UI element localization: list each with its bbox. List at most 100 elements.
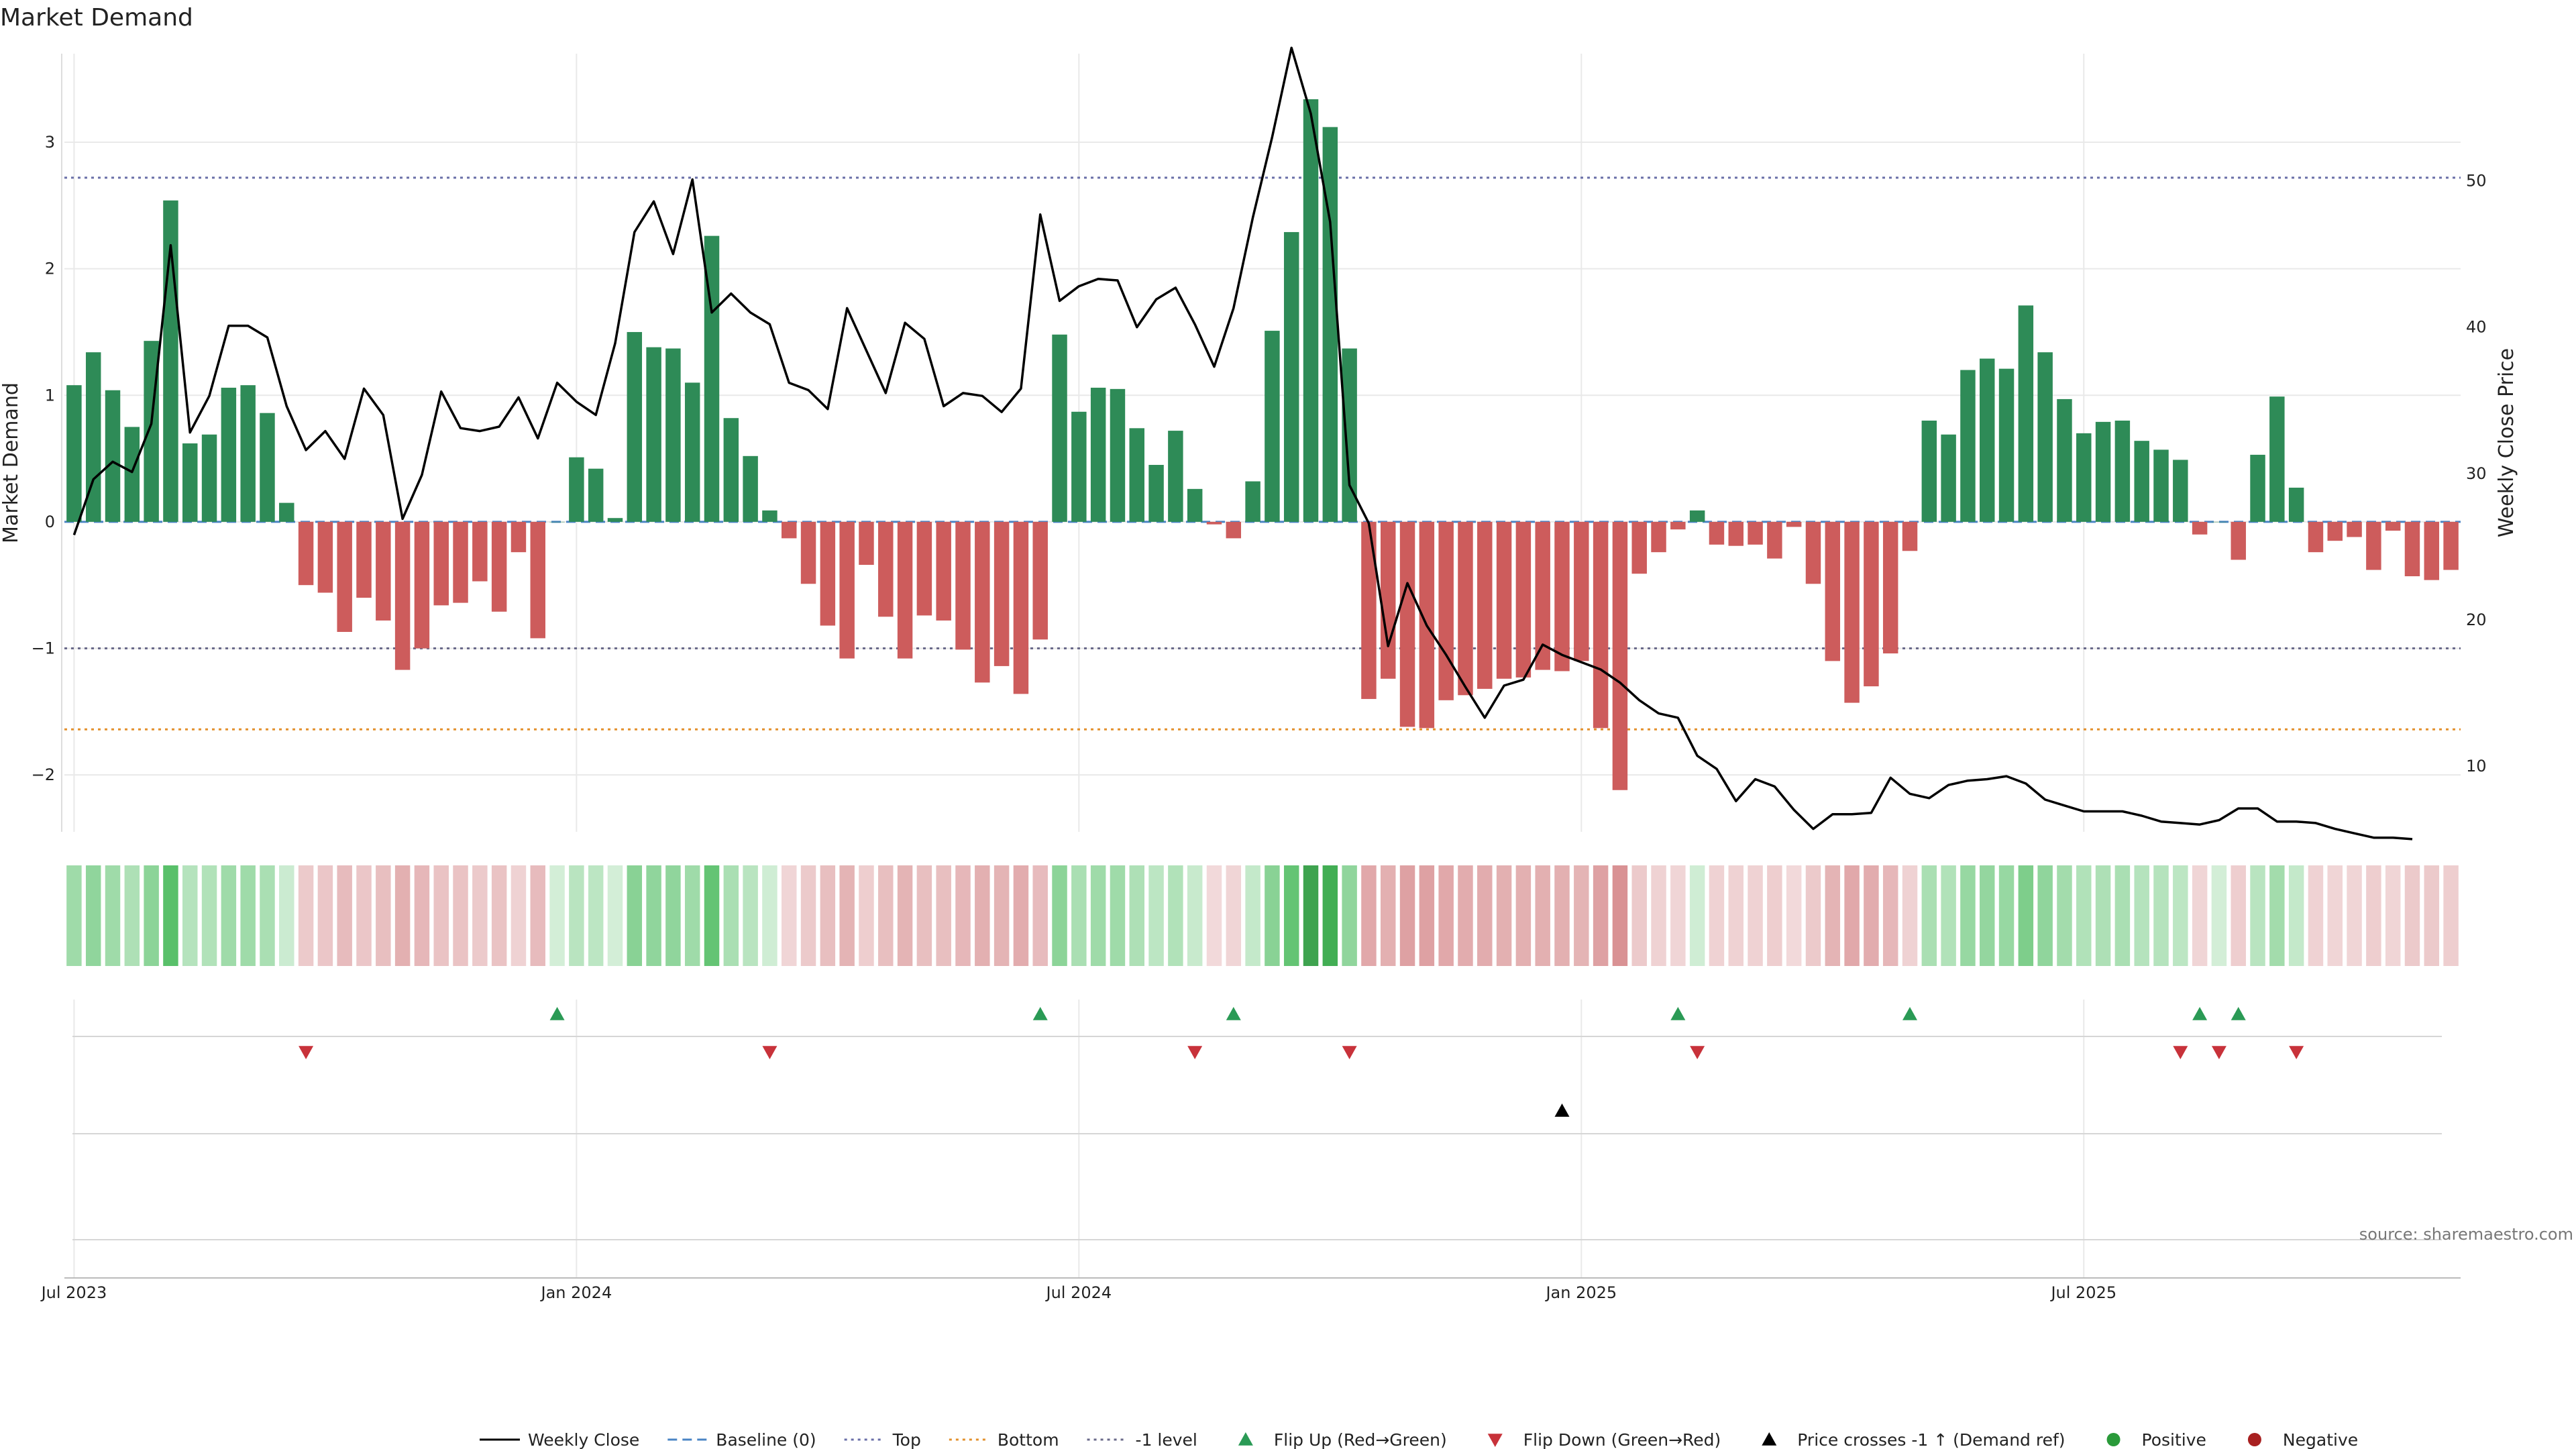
demand-bar	[2250, 454, 2265, 522]
flip-up-marker	[2231, 1007, 2246, 1020]
heat-cell	[588, 865, 604, 966]
heat-cell	[1148, 865, 1164, 966]
heat-cell	[1941, 865, 1956, 966]
heat-cell	[627, 865, 643, 966]
heat-cell	[723, 865, 739, 966]
demand-bar	[85, 352, 101, 522]
demand-bar	[1612, 521, 1628, 790]
heat-cell	[337, 865, 352, 966]
demand-bar	[1767, 521, 1782, 559]
legend-item: Positive	[2106, 1430, 2206, 1449]
heat-cell	[163, 865, 178, 966]
demand-bar	[897, 521, 913, 659]
demand-bar	[1535, 521, 1550, 670]
heat-cell	[2366, 865, 2381, 966]
demand-bar	[607, 518, 623, 522]
heat-cell	[1786, 865, 1802, 966]
heat-cell	[1168, 865, 1183, 966]
demand-bar	[916, 521, 932, 616]
demand-bar	[569, 457, 584, 522]
heat-cell	[1458, 865, 1473, 966]
demand-bar	[1187, 488, 1203, 522]
heat-cell	[1709, 865, 1725, 966]
demand-bar	[1786, 521, 1802, 527]
heat-cell	[800, 865, 816, 966]
x-tick-label: Jul 2024	[1045, 1283, 1112, 1302]
demand-bar	[1032, 521, 1048, 640]
demand-bar	[665, 348, 681, 522]
heat-cell	[2231, 865, 2246, 966]
heat-cell	[1110, 865, 1126, 966]
heat-cell	[2385, 865, 2401, 966]
demand-bar	[1728, 521, 1743, 546]
demand-bar	[1071, 411, 1087, 522]
legend-label: Top	[892, 1430, 921, 1449]
demand-bar	[1844, 521, 1860, 703]
heat-cell	[2037, 865, 2053, 966]
demand-bar	[414, 521, 430, 649]
demand-bar	[511, 521, 527, 553]
flip-down-marker	[2173, 1046, 2188, 1059]
flip-down-marker	[2211, 1046, 2226, 1059]
legend-label: Negative	[2283, 1430, 2358, 1449]
y-ticks: −2 −1 0 1 2 3	[32, 133, 55, 784]
heat-cell	[569, 865, 584, 966]
heat-cell	[684, 865, 700, 966]
demand-bar	[1960, 370, 1976, 522]
demand-bar	[1902, 521, 1918, 551]
legend-label: Flip Down (Green→Red)	[1523, 1430, 1721, 1449]
flip-up-marker	[2192, 1007, 2208, 1020]
legend-label: Baseline (0)	[716, 1430, 816, 1449]
heat-cell	[936, 865, 951, 966]
demand-bar	[2288, 487, 2304, 522]
heat-cell	[1767, 865, 1782, 966]
heat-cell	[2327, 865, 2343, 966]
heat-cell	[820, 865, 836, 966]
demand-bar	[491, 521, 507, 612]
legend-item: Weekly Close	[480, 1430, 639, 1449]
y2-tick-label: 20	[2466, 610, 2487, 629]
demand-bars	[66, 99, 2459, 790]
heat-cell	[2347, 865, 2362, 966]
demand-bar	[298, 521, 314, 586]
legend: Weekly Close Baseline (0) Top Bottom -1 leve…	[480, 1430, 2358, 1449]
demand-bar	[782, 521, 797, 539]
y-tick-label: 0	[45, 513, 55, 531]
heat-cell	[240, 865, 256, 966]
heat-cell	[376, 865, 391, 966]
demand-bar	[2366, 521, 2381, 570]
demand-bar	[975, 521, 990, 683]
demand-bar	[201, 434, 217, 522]
heat-cell	[1477, 865, 1493, 966]
demand-bar	[2095, 421, 2111, 522]
x-ticks: Jul 2023 Jan 2024 Jul 2024 Jan 2025 Jul 2025	[40, 1277, 2461, 1302]
demand-bar	[1110, 388, 1126, 522]
heat-cell	[530, 865, 545, 966]
demand-bar	[1265, 331, 1280, 522]
y-axis-label: Market Demand	[0, 382, 23, 543]
flip-down-marker	[1342, 1046, 1357, 1059]
demand-bar	[1245, 481, 1260, 522]
heat-cell	[1013, 865, 1029, 966]
heat-cell	[2134, 865, 2149, 966]
heat-cell	[433, 865, 449, 966]
heat-cell	[1245, 865, 1260, 966]
heat-cell	[356, 865, 372, 966]
flip-up-marker	[549, 1007, 565, 1020]
chart-title: Market Demand	[0, 4, 193, 32]
y2-tick-label: 50	[2466, 172, 2487, 191]
heat-cell	[1805, 865, 1821, 966]
heat-cell	[2250, 865, 2265, 966]
heat-cell	[1612, 865, 1628, 966]
heat-cell	[1960, 865, 1976, 966]
heat-cell	[1399, 865, 1415, 966]
heat-cell	[1844, 865, 1860, 966]
demand-bar	[1381, 521, 1396, 679]
demand-bar	[2018, 305, 2034, 522]
heat-cell	[1689, 865, 1705, 966]
heat-cell	[916, 865, 932, 966]
demand-bar	[2327, 521, 2343, 541]
heat-cell	[1303, 865, 1319, 966]
heat-cell	[2057, 865, 2072, 966]
demand-bar	[1361, 521, 1377, 699]
